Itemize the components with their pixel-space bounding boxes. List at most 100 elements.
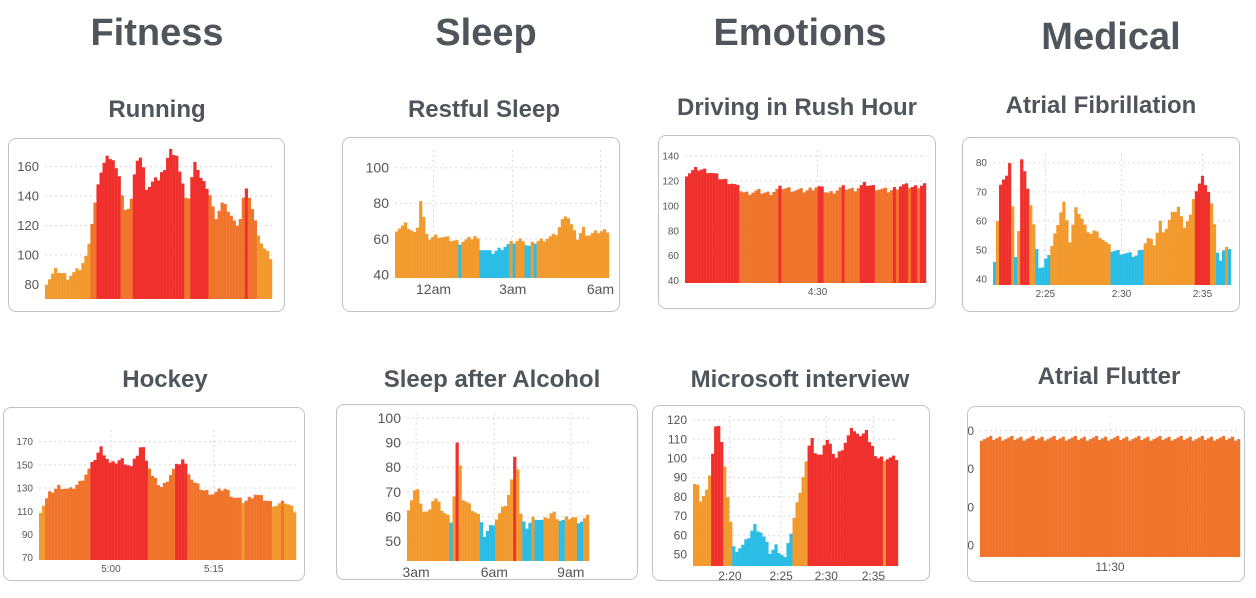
bar bbox=[867, 442, 872, 566]
bar bbox=[66, 488, 70, 560]
bar bbox=[443, 513, 447, 561]
bar bbox=[775, 188, 779, 283]
bar bbox=[763, 192, 767, 283]
bar bbox=[757, 188, 761, 283]
bar bbox=[1134, 255, 1138, 285]
bar bbox=[413, 490, 417, 561]
y-tick-label: 100 bbox=[366, 160, 390, 176]
chart-title-restful-sleep: Restful Sleep bbox=[407, 96, 561, 123]
bar bbox=[111, 160, 115, 299]
bar bbox=[476, 514, 480, 561]
bar bbox=[1131, 439, 1135, 557]
bar bbox=[1043, 440, 1047, 557]
bar bbox=[1119, 439, 1123, 557]
bar bbox=[888, 457, 893, 566]
bar bbox=[72, 272, 76, 299]
y-tick-label: 150 bbox=[16, 460, 33, 471]
bar bbox=[132, 174, 136, 299]
bar bbox=[1209, 436, 1213, 557]
bar bbox=[193, 482, 197, 560]
bar bbox=[1073, 435, 1077, 557]
bar bbox=[277, 503, 282, 560]
bar bbox=[247, 496, 251, 560]
y-tick-label: 140 bbox=[662, 152, 679, 163]
bar bbox=[1029, 205, 1033, 285]
bar bbox=[144, 460, 149, 560]
bar bbox=[1185, 438, 1189, 557]
bar bbox=[861, 433, 866, 566]
bar bbox=[1010, 435, 1014, 557]
bar bbox=[545, 238, 549, 278]
bar bbox=[428, 509, 432, 561]
bar bbox=[868, 185, 872, 283]
bar bbox=[865, 185, 869, 283]
bar bbox=[1098, 237, 1102, 285]
bar bbox=[220, 202, 224, 299]
bar bbox=[1143, 438, 1147, 557]
bar bbox=[796, 189, 800, 283]
bar bbox=[732, 546, 736, 566]
bar bbox=[742, 192, 746, 283]
bar bbox=[178, 171, 182, 299]
bar bbox=[1061, 436, 1065, 557]
bar bbox=[792, 517, 796, 566]
bar bbox=[564, 516, 568, 561]
bar bbox=[999, 184, 1003, 285]
bar bbox=[117, 460, 121, 560]
bar bbox=[895, 189, 900, 283]
bar bbox=[1176, 437, 1180, 557]
bar bbox=[229, 496, 233, 560]
bar bbox=[531, 516, 535, 561]
bar bbox=[428, 239, 432, 278]
bar bbox=[434, 234, 438, 278]
bar bbox=[162, 482, 167, 560]
y-tick-label: 60 bbox=[373, 231, 389, 247]
y-tick-label: 80 bbox=[373, 195, 389, 211]
bar bbox=[1209, 203, 1214, 285]
bar bbox=[1041, 267, 1045, 285]
y-tick-label: 60 bbox=[385, 509, 401, 525]
bar bbox=[992, 439, 996, 557]
chart-svg: 50 60 70 80 11:30 bbox=[968, 423, 1241, 574]
bar bbox=[1086, 232, 1090, 285]
bar bbox=[476, 238, 480, 278]
bar bbox=[528, 522, 532, 561]
y-tick-label: 120 bbox=[662, 177, 679, 188]
bar bbox=[87, 243, 91, 299]
bar bbox=[790, 191, 794, 283]
bar bbox=[90, 461, 94, 560]
bar bbox=[1077, 213, 1081, 285]
bar bbox=[184, 197, 188, 299]
bar bbox=[831, 453, 835, 566]
bar bbox=[715, 173, 719, 283]
bar bbox=[1182, 227, 1187, 285]
bar bbox=[720, 442, 724, 566]
bar bbox=[211, 206, 215, 299]
bar bbox=[1152, 245, 1156, 285]
bar bbox=[1227, 249, 1232, 285]
bar bbox=[259, 243, 264, 299]
bar bbox=[1122, 438, 1126, 557]
bar bbox=[187, 474, 191, 560]
bar bbox=[1215, 439, 1220, 557]
bar bbox=[166, 157, 170, 299]
bar bbox=[584, 235, 589, 278]
bar bbox=[916, 188, 921, 283]
bar bbox=[452, 240, 456, 278]
bar bbox=[416, 489, 420, 561]
bar bbox=[593, 230, 598, 278]
chart-svg: 70 90 110 130 150 170 5:00 5:15 bbox=[16, 430, 297, 575]
bar bbox=[1103, 436, 1108, 557]
bar bbox=[536, 241, 540, 278]
bar bbox=[510, 479, 514, 561]
bar bbox=[223, 488, 227, 560]
bar bbox=[226, 211, 230, 299]
bar bbox=[1131, 256, 1135, 285]
bar bbox=[546, 518, 550, 561]
bar bbox=[425, 511, 429, 561]
bar bbox=[759, 532, 763, 566]
y-tick-label: 40 bbox=[668, 276, 680, 287]
bar bbox=[105, 155, 109, 299]
chart-card-driving: 40 60 80 100 120 140 4:30 bbox=[658, 135, 936, 309]
bar bbox=[78, 270, 82, 299]
